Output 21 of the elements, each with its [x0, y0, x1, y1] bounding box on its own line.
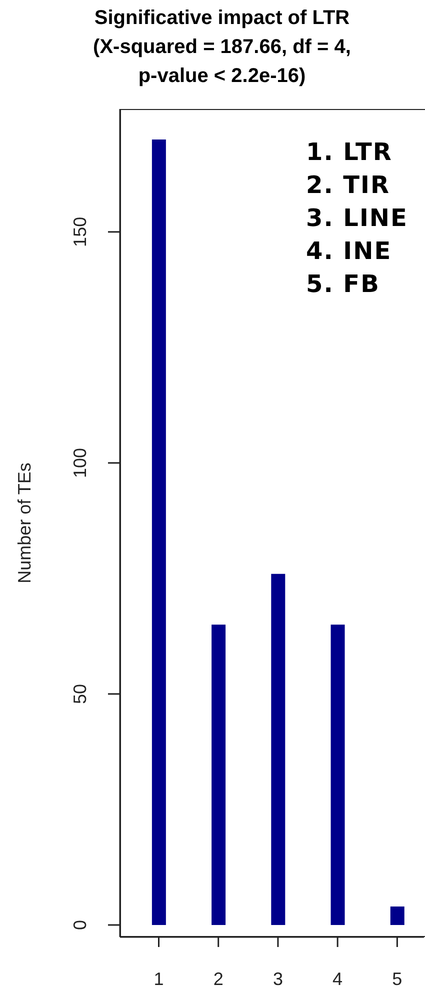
bar [330, 624, 345, 925]
annotation: 4. INE [306, 236, 393, 267]
x-tick-label: 4 [332, 969, 343, 989]
y-tick-label: 150 [70, 216, 90, 247]
annotation: 2. TIR [306, 170, 391, 201]
x-tick-label: 3 [272, 969, 283, 989]
y-tick-label: 0 [70, 920, 90, 930]
bar [271, 574, 286, 925]
annotation: 3. LINE [306, 203, 408, 234]
x-tick-label: 2 [213, 969, 224, 989]
annotation: 5. FB [306, 269, 381, 300]
bar [390, 906, 404, 925]
y-axis-title: Number of TEs [14, 462, 36, 584]
y-tick-label: 100 [70, 448, 90, 478]
annotation: 1. LTR [306, 137, 394, 168]
y-tick-label: 50 [70, 684, 90, 704]
bar [212, 624, 226, 925]
chart-title: Significative impact of LTR (X-squared = 187.66, df = 4, p-value < 2.2e-16) [92, 6, 352, 89]
x-tick-label: 1 [154, 969, 164, 989]
x-tick-label: 5 [392, 969, 402, 989]
bar [152, 139, 166, 925]
